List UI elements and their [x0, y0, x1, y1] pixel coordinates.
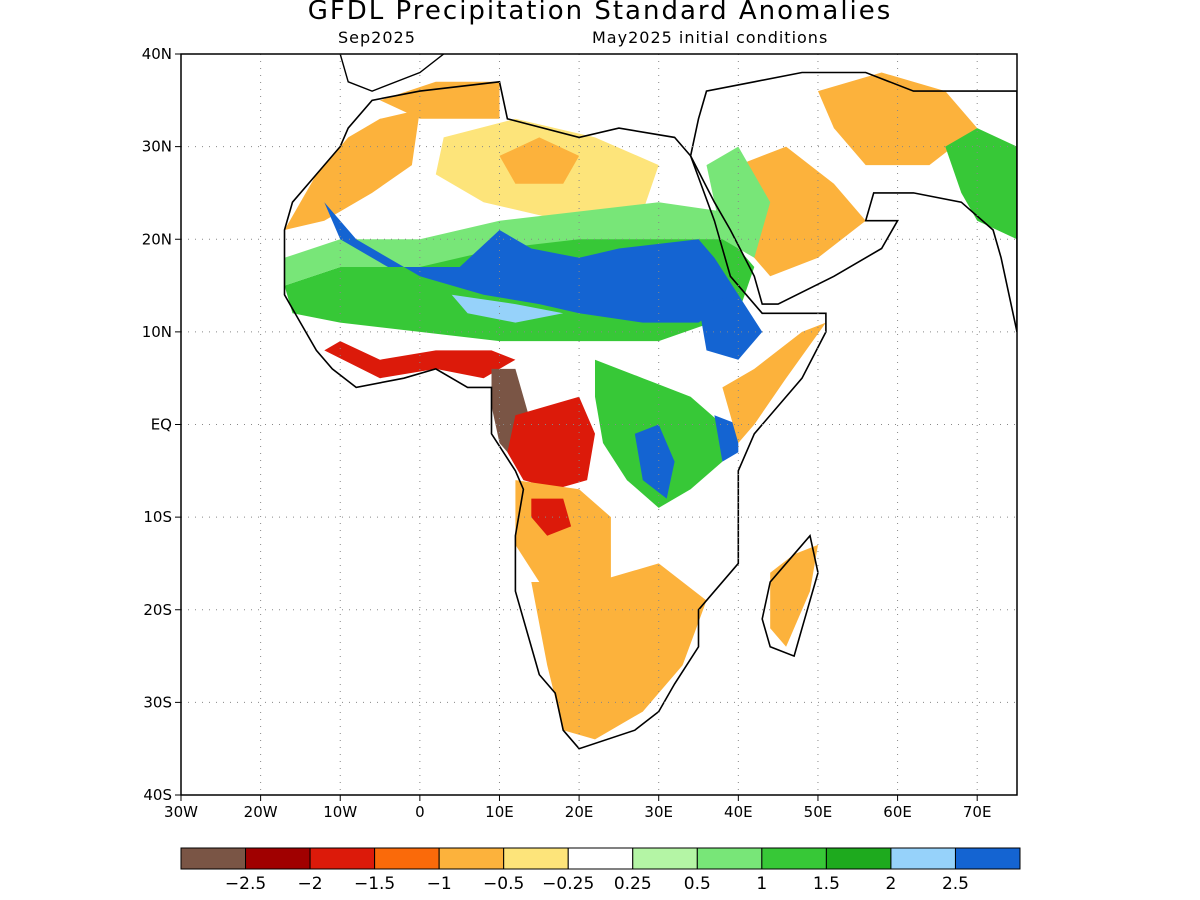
colorbar-label: 1: [756, 874, 767, 894]
lat-tick-label: 40N: [142, 45, 172, 63]
colorbar: −2.5 −2 −1.5 −1 −0.5 −0.25 0.25 0.5 1 1.5 2 2.5: [180, 847, 1021, 894]
colorbar-swatch: [374, 847, 440, 870]
colorbar-swatch: [438, 847, 505, 870]
lon-tick-label: 50E: [804, 803, 833, 821]
region-madagascar-orange: [770, 544, 818, 647]
colorbar-swatch: [309, 847, 376, 870]
chart-title: GFDL Precipitation Standard Anomalies: [307, 0, 893, 26]
region-arabia-orange: [738, 146, 866, 277]
region-guinea-coast-red: [324, 341, 516, 379]
region-arabia-green: [706, 146, 771, 258]
region-horn-orange: [722, 322, 826, 443]
colorbar-swatch: [825, 847, 892, 870]
colorbar-swatch: [761, 847, 827, 870]
region-middle-east-orange: [818, 72, 978, 166]
colorbar-swatch: [180, 847, 247, 870]
region-india-green: [945, 128, 1017, 240]
colorbar-label: −1: [427, 874, 452, 894]
lon-tick-label: 20W: [244, 803, 278, 821]
colorbar-label: 2: [886, 874, 897, 894]
lat-tick-label: 10N: [142, 323, 172, 341]
region-angola-red: [531, 498, 572, 536]
colorbar-swatch: [954, 847, 1021, 870]
anomaly-regions: [284, 72, 1017, 740]
colorbar-swatch: [567, 847, 634, 870]
region-sahel-blue: [324, 202, 739, 323]
colorbar-label: −0.25: [542, 874, 594, 894]
lon-tick-label: 60E: [883, 803, 912, 821]
lat-tick-label: 20N: [142, 230, 172, 248]
forecast-month-label: Sep2025: [338, 28, 416, 47]
lon-tick-label: 30E: [644, 803, 673, 821]
lat-tick-label: 20S: [143, 601, 172, 619]
region-med-coast-orange: [380, 81, 500, 119]
colorbar-label: 0.25: [614, 874, 652, 894]
colorbar-swatch: [245, 847, 311, 870]
madagascar-landmass-coastline: [761, 533, 819, 658]
africa-landmass-coastline: [283, 80, 827, 750]
lat-tick-label: EQ: [151, 416, 172, 434]
lat-tick-label: 30N: [142, 138, 172, 156]
lat-tick-label: 10S: [143, 508, 172, 526]
colorbar-swatch: [503, 847, 569, 870]
coastline-layer: [283, 54, 1017, 750]
colorbar-label: 0.5: [684, 874, 711, 894]
region-southern-africa-orange: [531, 563, 707, 740]
initial-conditions-label: May2025 initial conditions: [592, 28, 829, 47]
colorbar-swatch: [696, 847, 763, 870]
region-ethiopia-blue: [698, 294, 763, 360]
lon-tick-label: 70E: [963, 803, 992, 821]
colorbar-swatch: [632, 847, 698, 870]
lon-tick-label: 10W: [323, 803, 357, 821]
lon-tick-label: 0: [415, 803, 425, 821]
lat-tick-label: 30S: [143, 693, 172, 711]
region-east-africa-blue: [634, 424, 675, 499]
lon-tick-label: 20E: [565, 803, 594, 821]
colorbar-label: −2.5: [225, 874, 266, 894]
region-kenya-blue: [714, 415, 739, 462]
colorbar-label: −0.5: [483, 874, 524, 894]
colorbar-label: −1.5: [354, 874, 395, 894]
colorbar-label: 1.5: [813, 874, 840, 894]
lat-tick-label: 40S: [143, 786, 172, 804]
region-congo-red: [507, 396, 595, 490]
europe-coastline: [339, 54, 445, 92]
arabia-landmass-coastline: [689, 71, 1017, 333]
lon-tick-label: 30W: [164, 803, 198, 821]
colorbar-label: −2: [298, 874, 323, 894]
region-sahel-lightblue: [451, 294, 564, 323]
colorbar-swatch: [890, 847, 956, 870]
region-sahara-west-dry: [284, 109, 420, 230]
lon-tick-label: 10E: [485, 803, 514, 821]
lon-tick-label: 40E: [724, 803, 753, 821]
region-libya-orange: [499, 137, 580, 184]
colorbar-label: 2.5: [942, 874, 969, 894]
